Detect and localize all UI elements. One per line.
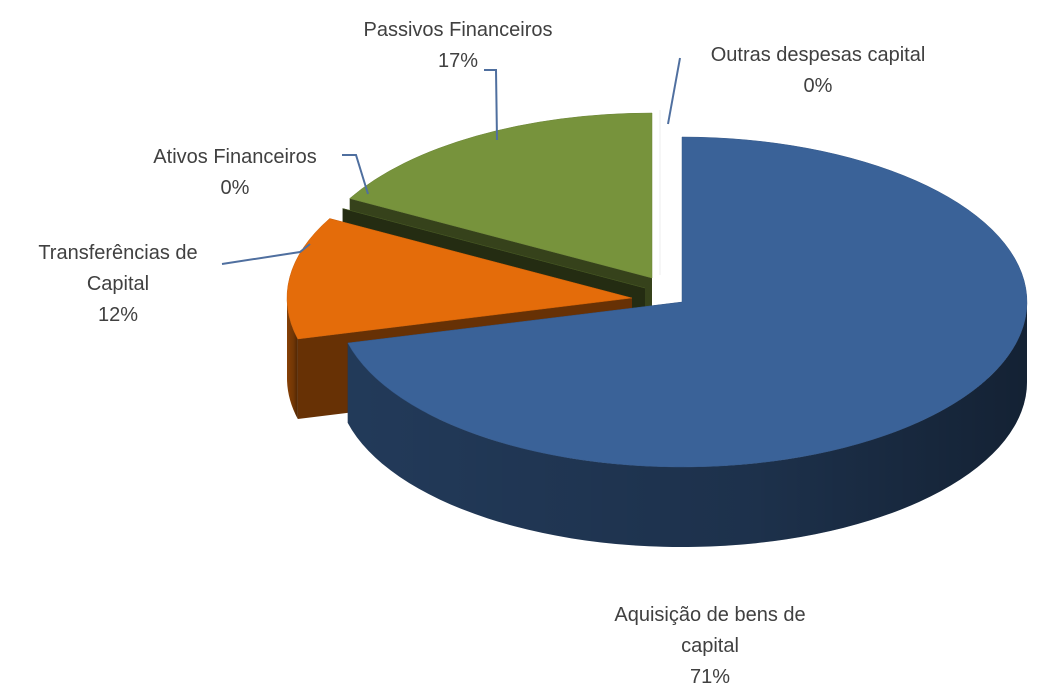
data-label: Passivos Financeiros 17% [364, 15, 553, 77]
leader-line [667, 57, 681, 125]
data-label: Transferências de Capital 12% [13, 238, 223, 331]
value-label: 17% [437, 50, 479, 72]
slice-side-shade [347, 302, 1027, 548]
slice-top [349, 112, 653, 279]
value-label: 71% [689, 666, 731, 688]
data-label: Outras despesas capital 0% [711, 40, 926, 102]
category-label: Ativos Financeiros [153, 146, 317, 168]
category-label: Outras despesas capital [710, 44, 926, 66]
slice-top [286, 218, 633, 340]
category-label: Passivos Financeiros [363, 19, 553, 41]
value-label: 0% [220, 177, 250, 199]
category-label: Transferências de Capital [38, 242, 198, 295]
slice-side-shade [286, 298, 298, 419]
data-label: Ativos Financeiros 0% [153, 142, 316, 204]
value-label: 0% [803, 75, 833, 97]
leader-line [221, 243, 311, 265]
leader-line [484, 69, 498, 141]
value-label: 12% [97, 304, 139, 326]
category-label: Aquisição de bens de capital [614, 604, 806, 657]
data-label: Aquisição de bens de capital 71% [585, 600, 835, 693]
slice-top [347, 136, 1028, 468]
slice-top [342, 208, 646, 289]
leader-line [342, 154, 369, 195]
